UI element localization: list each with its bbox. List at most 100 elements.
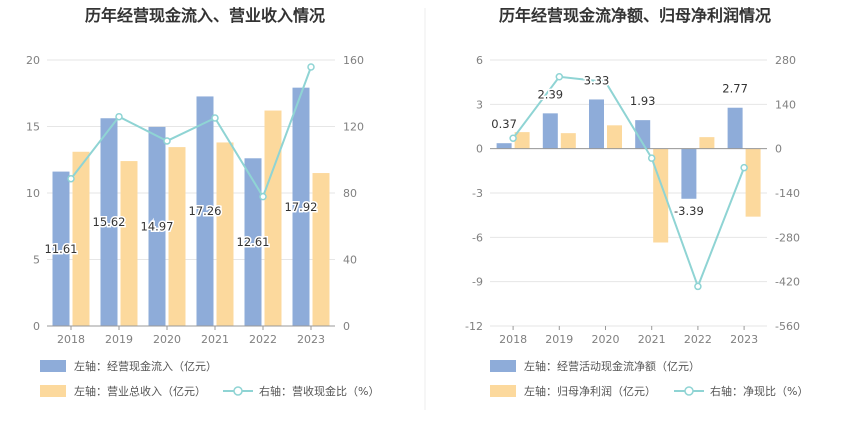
right-axis-tick-label: 80 [343, 187, 357, 200]
right-axis-tick-label: 40 [343, 254, 357, 267]
secondary-bar [168, 147, 186, 326]
legend-swatch [490, 360, 516, 372]
left-axis-tick-label: 15 [26, 121, 40, 134]
left-axis-tick-label: -9 [472, 276, 483, 289]
legend-swatch [40, 360, 66, 372]
primary-bar [496, 143, 512, 149]
right-axis-tick-label: 160 [343, 54, 364, 67]
left-axis-tick-label: 10 [26, 187, 40, 200]
secondary-bar [560, 133, 576, 149]
right-axis-tick-label: 0 [775, 143, 782, 156]
right-axis-tick-label: 0 [343, 320, 350, 333]
left-axis-tick-label: 6 [476, 54, 483, 67]
legend-label[interactable]: 左轴：经营现金流入（亿元） [74, 359, 217, 373]
ratio-point [307, 63, 315, 71]
right-axis-tick-label: 140 [775, 98, 796, 111]
legend-label[interactable]: 左轴：归母净利润（亿元） [524, 384, 656, 398]
bar-value-label: 14.97 [141, 219, 174, 233]
left-axis-tick-label: 0 [476, 143, 483, 156]
bar-value-label: -3.39 [674, 204, 704, 218]
ratio-line [512, 75, 746, 290]
ratio-line [70, 66, 312, 199]
secondary-bar [120, 161, 138, 326]
bar-value-label: 17.26 [189, 204, 222, 218]
bar-value-label: 2.39 [537, 87, 563, 101]
bar-value-label: 1.93 [630, 94, 656, 108]
ratio-point [163, 137, 171, 145]
left-axis-tick-label: -3 [472, 187, 483, 200]
ratio-point [740, 163, 748, 172]
left-axis-tick-label: -6 [472, 231, 483, 244]
bar-value-label: 12.61 [237, 235, 270, 249]
right-axis-tick-label: -280 [775, 231, 800, 244]
primary-bar [52, 171, 70, 326]
right-axis-tick-label: 280 [775, 54, 796, 67]
legend-label[interactable]: 右轴：净现比（%） [710, 384, 808, 398]
bar-value-label: 15.62 [93, 215, 126, 229]
primary-bar [148, 126, 166, 326]
secondary-bar [745, 148, 761, 217]
ratio-point [509, 134, 517, 142]
bar-value-label: 11.61 [45, 242, 78, 256]
chart-title: 历年经营现金流净额、归母净利润情况 [499, 6, 771, 25]
bar-value-label: 17.92 [285, 200, 318, 214]
secondary-bar [514, 132, 530, 149]
secondary-bar [216, 142, 234, 326]
chart-title: 历年经营现金流入、营业收入情况 [85, 6, 325, 25]
left-axis-tick-label: 5 [33, 254, 40, 267]
bar-value-label: 2.77 [722, 82, 748, 96]
primary-bar [727, 107, 743, 149]
x-axis-category-label: 2022 [249, 333, 277, 346]
right-axis-tick-label: -420 [775, 276, 800, 289]
secondary-bar [699, 137, 715, 149]
legend-label[interactable]: 左轴：经营活动现金流净额（亿元） [524, 359, 700, 373]
ratio-point [211, 114, 219, 122]
ratio-point [601, 78, 610, 86]
primary-bar [292, 87, 310, 326]
right-axis-tick-label: -560 [775, 320, 800, 333]
ratio-point [694, 282, 702, 291]
primary-bar [589, 99, 604, 149]
legend-swatch [490, 385, 516, 397]
primary-bar [681, 148, 697, 199]
ratio-point [555, 73, 564, 81]
left-axis-tick-label: 0 [33, 320, 40, 333]
secondary-bar [264, 110, 282, 326]
x-axis-category-label: 2018 [57, 333, 85, 346]
primary-bar [635, 120, 651, 149]
legend-line-marker [684, 386, 694, 396]
ratio-point [115, 112, 123, 121]
bar-value-label: 0.37 [491, 117, 517, 131]
legend-line-marker [233, 386, 243, 396]
x-axis-category-label: 2020 [592, 333, 620, 346]
left-axis-tick-label: -12 [465, 320, 483, 333]
x-axis-category-label: 2019 [545, 333, 573, 346]
secondary-bar [72, 151, 90, 326]
legend-swatch [40, 385, 66, 397]
legend-label[interactable]: 左轴：营业总收入（亿元） [74, 384, 206, 398]
bar-value-label: 3.33 [584, 73, 610, 87]
right-axis-tick-label: 120 [343, 121, 364, 134]
x-axis-category-label: 2019 [105, 333, 133, 346]
ratio-point [647, 154, 656, 162]
left-axis-tick-label: 3 [476, 98, 483, 111]
x-axis-category-label: 2020 [153, 333, 181, 346]
primary-bar [100, 118, 118, 326]
x-axis-category-label: 2023 [297, 333, 325, 346]
x-axis-category-label: 2021 [638, 333, 666, 346]
x-axis-category-label: 2023 [730, 333, 758, 346]
x-axis-category-label: 2022 [684, 333, 712, 346]
right-axis-tick-label: -140 [775, 187, 800, 200]
primary-bar [244, 158, 262, 326]
left-axis-tick-label: 20 [26, 54, 40, 67]
ratio-point [259, 192, 267, 201]
primary-bar [196, 96, 214, 326]
x-axis-category-label: 2021 [201, 333, 229, 346]
legend-label[interactable]: 右轴：营收现金比（%） [259, 384, 379, 398]
primary-bar [542, 113, 558, 149]
secondary-bar [607, 125, 622, 149]
secondary-bar [312, 173, 330, 326]
x-axis-category-label: 2018 [499, 333, 527, 346]
